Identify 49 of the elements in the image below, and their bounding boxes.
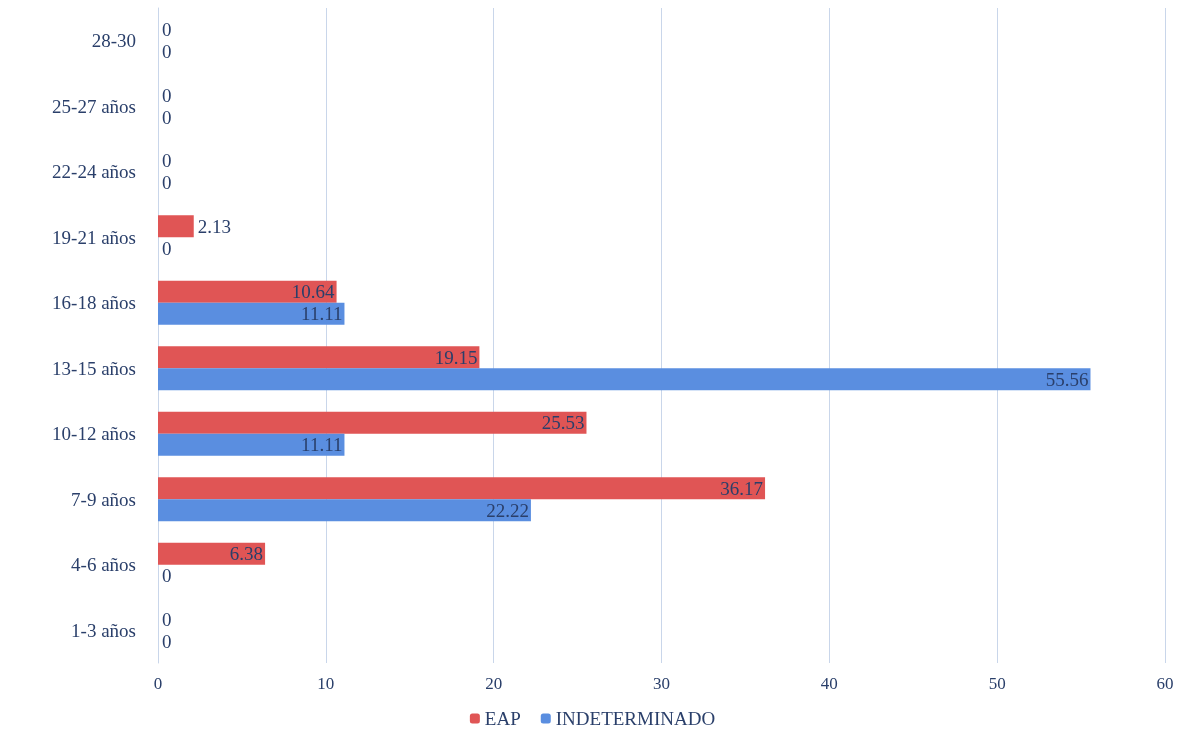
- bar: [158, 215, 194, 238]
- bar: [158, 346, 480, 369]
- y-tick-label: 28-30: [91, 30, 136, 52]
- data-label: 10.64: [291, 281, 336, 303]
- legend-label: INDETERMINADO: [555, 708, 716, 729]
- y-tick-label: 10-12 años: [52, 423, 136, 445]
- bar: [158, 499, 531, 522]
- y-tick-label: 19-21 años: [52, 226, 136, 248]
- data-label: 0: [162, 565, 172, 587]
- data-label: 0: [162, 172, 172, 194]
- legend-label: EAP: [484, 708, 521, 729]
- data-label: 0: [162, 237, 172, 259]
- y-tick-label: 1-3 años: [71, 619, 136, 641]
- data-label: 0: [162, 630, 172, 652]
- bar: [158, 302, 345, 325]
- bar: [158, 411, 587, 434]
- data-label: 0: [162, 150, 172, 172]
- data-label: 25.53: [541, 412, 585, 434]
- data-label: 11.11: [301, 303, 343, 325]
- y-tick-label: 4-6 años: [71, 554, 136, 576]
- x-tick-label: 60: [1156, 674, 1174, 693]
- bar: [158, 433, 345, 456]
- y-tick-label: 16-18 años: [52, 292, 136, 314]
- bar: [158, 477, 766, 500]
- bar: [158, 542, 266, 565]
- data-label: 0: [162, 608, 172, 630]
- data-label: 11.11: [301, 434, 343, 456]
- x-tick-label: 30: [653, 674, 670, 693]
- y-tick-label: 13-15 años: [52, 357, 136, 379]
- data-label: 36.17: [720, 477, 764, 499]
- x-tick-label: 10: [317, 674, 335, 693]
- bar: [158, 280, 337, 303]
- data-label: 22.22: [486, 499, 529, 521]
- y-tick-label: 22-24 años: [52, 161, 136, 183]
- x-tick-label: 40: [820, 674, 838, 693]
- data-label: 0: [162, 41, 172, 63]
- y-tick-label: 25-27 años: [52, 95, 136, 117]
- bar: [158, 368, 1091, 391]
- data-label: 0: [162, 19, 172, 41]
- x-tick-label: 50: [988, 674, 1006, 693]
- y-tick-label: 7-9 años: [71, 488, 136, 510]
- data-label: 55.56: [1045, 368, 1089, 390]
- data-label: 6.38: [229, 543, 264, 565]
- data-label: 0: [162, 84, 172, 106]
- data-label: 2.13: [197, 215, 231, 237]
- x-tick-label: 0: [153, 674, 163, 693]
- data-label: 19.15: [434, 346, 478, 368]
- x-tick-label: 20: [485, 674, 503, 693]
- data-label: 0: [162, 106, 172, 128]
